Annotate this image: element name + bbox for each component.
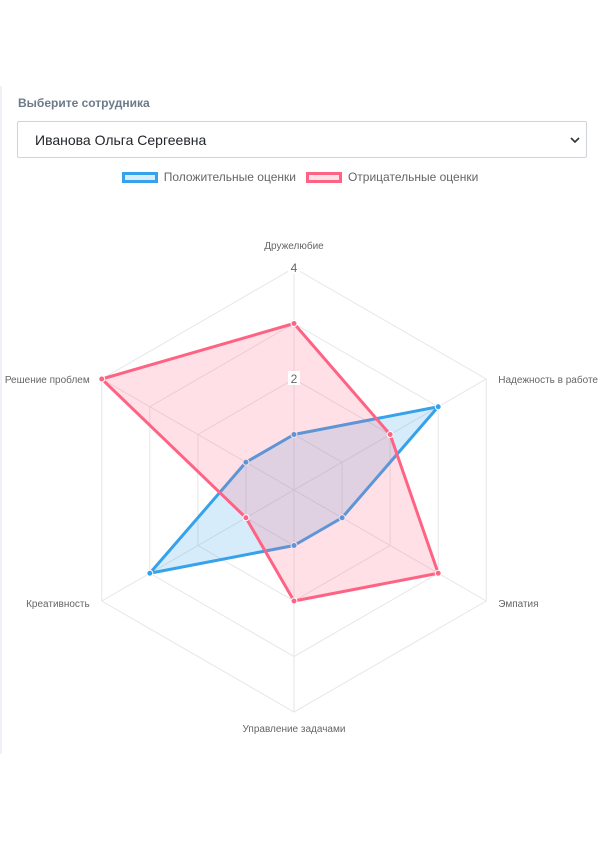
grid-spoke-2 (293, 489, 487, 602)
grid-spoke-5 (101, 378, 295, 491)
series-1-area (100, 322, 440, 603)
chart-panel (0, 86, 600, 754)
series-1-point-4 (242, 514, 250, 522)
series-0-point-1 (434, 403, 442, 411)
tick-label-0: 2 (291, 372, 298, 386)
axis-label-0: Дружелюбие (264, 240, 324, 252)
axis-label-2: Эмпатия (498, 599, 538, 610)
axis-label-1: Надежность в работе (498, 374, 598, 386)
series-0-point-0 (290, 431, 298, 438)
legend-swatch-negative (305, 171, 342, 183)
employee-select[interactable]: Иванова Ольга Сергеевна (17, 121, 587, 158)
employee-select-label: Выберите сотрудника (18, 96, 150, 110)
series-0-point-5 (242, 458, 250, 466)
axis-label-4: Креативность (26, 599, 90, 610)
legend-item-positive[interactable]: Положительные оценки (121, 170, 296, 184)
series-1-point-5 (98, 375, 106, 383)
series-1-point-3 (290, 597, 298, 605)
grid-spoke-4 (101, 489, 295, 602)
legend-swatch-positive (121, 171, 158, 183)
legend-label-positive: Положительные оценки (163, 170, 296, 184)
tick-label-bg-0 (288, 371, 300, 385)
legend-item-negative[interactable]: Отрицательные оценки (305, 170, 479, 184)
chart-legend: Положительные оценки Отрицательные оценк… (0, 170, 600, 184)
axis-label-5: Решение проблем (5, 374, 90, 386)
series-0-point-2 (338, 514, 346, 522)
series-1-point-2 (434, 569, 442, 577)
tick-label-1: 4 (291, 261, 298, 275)
axis-label-3: Управление задачами (243, 724, 346, 735)
employee-select-value: Иванова Ольга Сергеевна (35, 132, 207, 148)
chevron-down-icon (570, 137, 580, 144)
series-0-point-4 (146, 569, 154, 577)
legend-label-negative: Отрицательные оценки (347, 170, 479, 184)
series-0-point-3 (290, 542, 298, 549)
series-1-point-1 (386, 431, 394, 438)
tick-label-bg-1 (288, 260, 300, 274)
series-1-point-0 (290, 320, 298, 327)
